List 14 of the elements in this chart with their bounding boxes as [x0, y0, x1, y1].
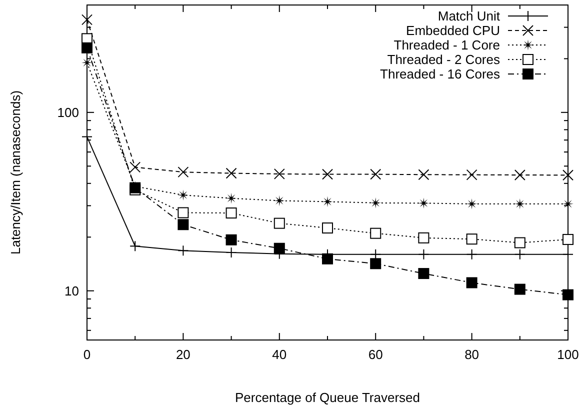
x-tick-label: 40 [272, 347, 287, 362]
legend-label: Threaded - 1 Core [394, 38, 500, 52]
x-tick-label: 60 [368, 347, 383, 362]
x-tick-label: 0 [83, 347, 91, 362]
y-tick-label: 10 [64, 283, 79, 298]
x-tick-label: 100 [557, 347, 579, 362]
legend-label: Threaded - 16 Cores [380, 66, 500, 82]
x-axis-title: Percentage of Queue Traversed [234, 390, 420, 405]
x-tick-label: 20 [176, 347, 190, 362]
legend-label: Threaded - 2 Cores [387, 52, 500, 67]
y-axis-title: Latency/Item (nanaseconds) [8, 90, 23, 255]
legend-label: Embedded CPU [406, 23, 500, 38]
legend-label: Match Unit [438, 8, 500, 24]
x-tick-label: 80 [464, 347, 480, 362]
